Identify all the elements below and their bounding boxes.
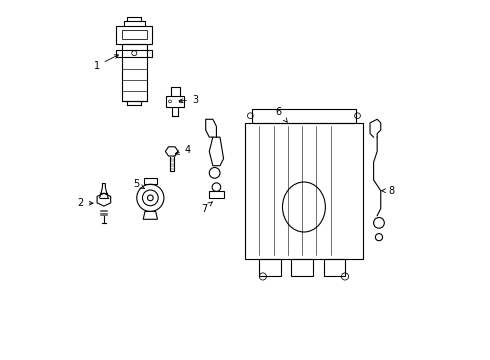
Text: 5: 5 (133, 179, 145, 189)
Bar (117, 50, 152, 57)
Bar (144, 178, 157, 184)
Bar (252, 109, 356, 123)
Bar (122, 44, 147, 102)
Bar (245, 123, 363, 258)
Text: 7: 7 (201, 202, 212, 213)
Bar (259, 258, 281, 276)
Bar (122, 30, 147, 39)
Bar (323, 258, 345, 276)
Text: 4: 4 (175, 145, 191, 155)
Bar (292, 258, 313, 276)
Text: 3: 3 (179, 95, 198, 105)
Text: 8: 8 (382, 186, 394, 196)
Text: 2: 2 (77, 198, 93, 208)
Bar (167, 96, 184, 107)
Bar (209, 191, 223, 198)
Text: 6: 6 (276, 107, 287, 122)
Text: 1: 1 (94, 55, 119, 71)
